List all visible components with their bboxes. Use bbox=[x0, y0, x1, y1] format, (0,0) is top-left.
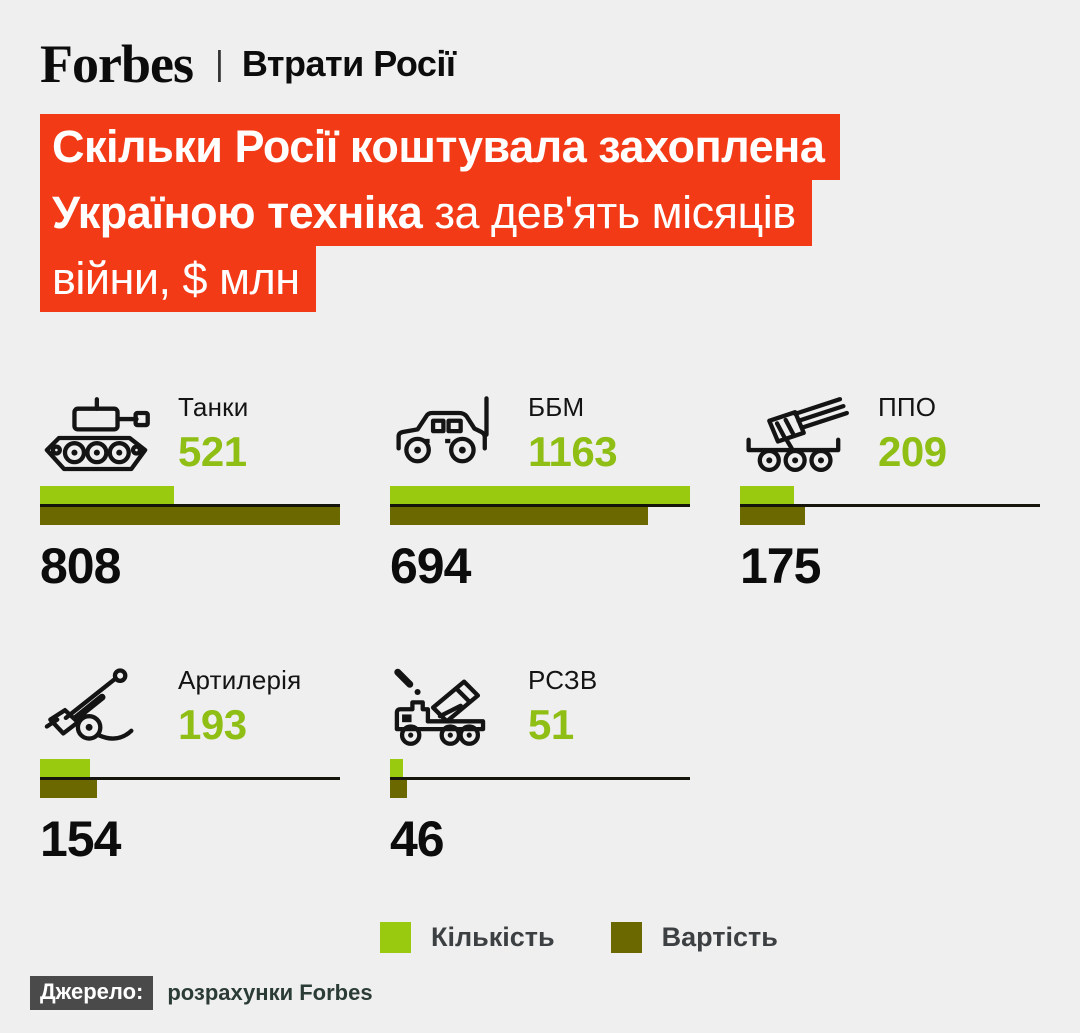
howitzer-icon bbox=[44, 668, 134, 741]
quantity-value: 193 bbox=[178, 701, 247, 748]
armored-vehicle-icon bbox=[396, 396, 489, 464]
category-label: Танки bbox=[178, 392, 249, 422]
cost-value: 175 bbox=[740, 538, 821, 594]
baseline-rule bbox=[390, 504, 690, 507]
cost-bar bbox=[390, 507, 648, 525]
title-line-2: Україною техніка за дев'ять місяців bbox=[40, 180, 1040, 246]
cost-value: 694 bbox=[390, 538, 471, 594]
quantity-bar bbox=[390, 759, 404, 777]
cost-bar bbox=[390, 780, 408, 798]
quantity-value: 51 bbox=[528, 701, 574, 748]
cost-swatch bbox=[610, 921, 642, 953]
legend-item-cost: Вартість bbox=[610, 921, 778, 953]
title-line-1: Скільки Росії коштувала захоплена bbox=[40, 114, 1040, 180]
bar-group bbox=[390, 486, 690, 525]
bar-group bbox=[40, 486, 340, 525]
card-tanks: Танки 521 808 bbox=[40, 390, 340, 595]
source-line: Джерело: розрахунки Forbes bbox=[30, 976, 1040, 1010]
category-cards: Танки 521 808 bbox=[40, 390, 1040, 868]
baseline-rule bbox=[40, 504, 340, 507]
quantity-value: 209 bbox=[878, 428, 947, 475]
bar-group bbox=[390, 759, 690, 798]
cost-value: 808 bbox=[40, 538, 121, 594]
category-label: Артилерія bbox=[178, 665, 302, 695]
quantity-bar bbox=[390, 486, 690, 504]
title-text-regular: за дев'ять місяців bbox=[422, 187, 796, 238]
quantity-bar bbox=[40, 759, 90, 777]
category-label: РСЗВ bbox=[528, 665, 598, 695]
card-artillery: Артилерія 193 154 bbox=[40, 663, 340, 868]
legend-label: Кількість bbox=[431, 921, 555, 952]
bar-group bbox=[740, 486, 1040, 525]
legend-label: Вартість bbox=[661, 921, 778, 952]
cost-value: 154 bbox=[40, 811, 121, 867]
cost-value: 46 bbox=[390, 811, 445, 867]
card-air-defense: ППО 209 175 bbox=[740, 390, 1040, 595]
cost-bar bbox=[40, 507, 340, 525]
source-text: розрахунки Forbes bbox=[167, 980, 373, 1005]
title-text-regular: війни, $ млн bbox=[52, 253, 300, 304]
masthead-divider: | bbox=[214, 44, 224, 83]
quantity-value: 521 bbox=[178, 428, 247, 475]
tank-icon bbox=[44, 397, 150, 472]
mlrs-icon bbox=[394, 668, 486, 746]
cost-bar bbox=[740, 507, 805, 525]
title-text-bold: Україною техніка bbox=[52, 187, 423, 238]
baseline-rule bbox=[390, 777, 690, 780]
category-label: ББМ bbox=[528, 392, 585, 422]
source-badge: Джерело: bbox=[30, 976, 154, 1010]
title-line-3: війни, $ млн bbox=[40, 246, 1040, 312]
cost-bar bbox=[40, 780, 98, 798]
legend-item-quantity: Кількість bbox=[380, 921, 555, 953]
bar-group bbox=[40, 759, 340, 798]
section-title: Втрати Росії bbox=[241, 43, 456, 84]
quantity-bar bbox=[40, 486, 175, 504]
quantity-bar bbox=[740, 486, 794, 504]
card-armored-vehicles: ББМ 1163 694 bbox=[390, 390, 690, 595]
forbes-logo: Forbes bbox=[40, 34, 194, 94]
chart-title: Скільки Росії коштувала захоплена Україн… bbox=[40, 114, 1040, 312]
quantity-swatch bbox=[380, 921, 411, 953]
quantity-value: 1163 bbox=[528, 428, 618, 475]
category-label: ППО bbox=[878, 392, 937, 422]
air-defense-icon bbox=[746, 397, 849, 473]
title-text-bold: Скільки Росії коштувала захоплена bbox=[52, 121, 825, 172]
card-mlrs: РСЗВ 51 46 bbox=[390, 663, 690, 868]
masthead: Forbes | Втрати Росії bbox=[40, 36, 1040, 92]
baseline-rule bbox=[740, 504, 1040, 507]
legend: Кількість Вартість bbox=[380, 921, 1040, 953]
baseline-rule bbox=[40, 777, 340, 780]
